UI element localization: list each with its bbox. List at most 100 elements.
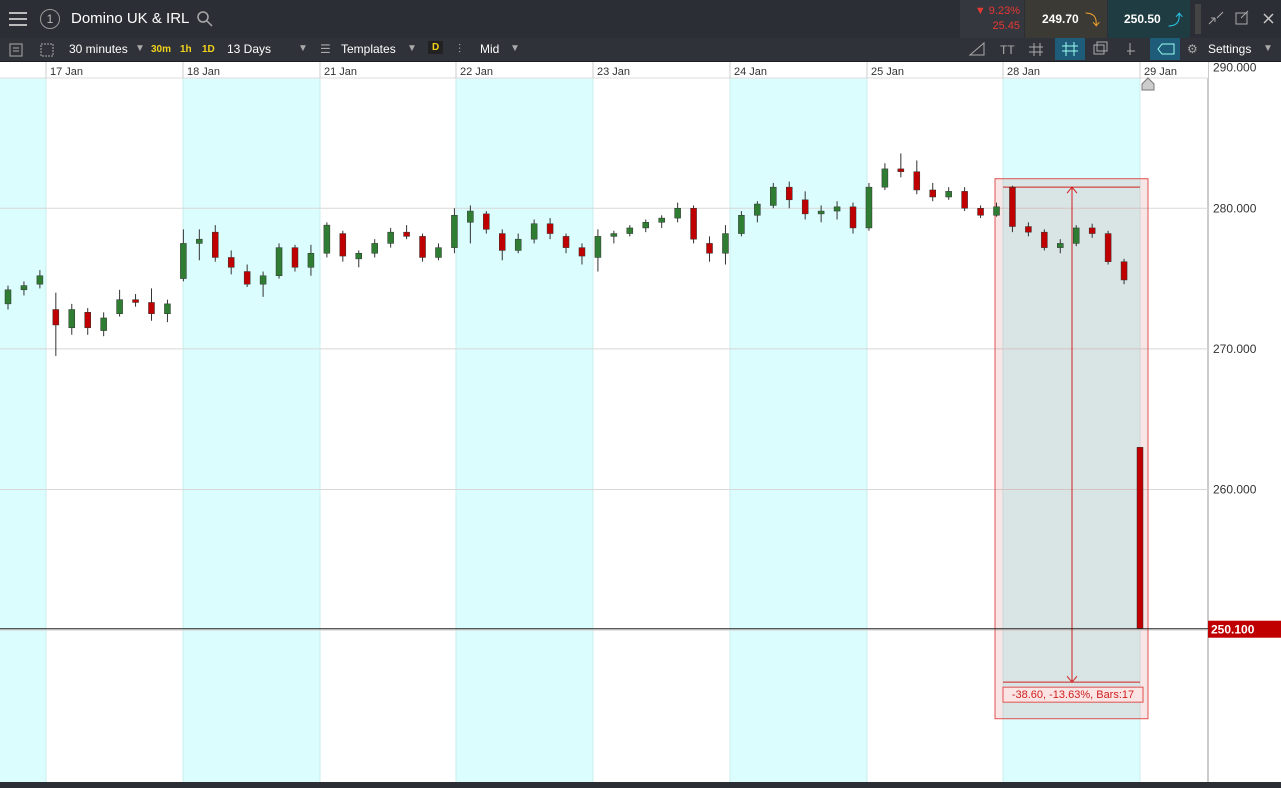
templates-icon: ☰	[320, 42, 331, 56]
candle-body	[307, 253, 315, 268]
dropdown-arrow[interactable]: ▼	[407, 43, 417, 54]
candle-body	[212, 231, 219, 258]
candle-body	[1136, 447, 1144, 629]
y-tick-label: 270.000	[1213, 342, 1257, 356]
templates[interactable]: Templates	[341, 42, 396, 56]
candle-body	[961, 191, 968, 209]
candle-body	[817, 210, 825, 215]
dropdown-arrow[interactable]: ▼	[1263, 43, 1273, 54]
buy-box[interactable]: 250.50 ⤴	[1108, 0, 1190, 38]
candle-body	[626, 227, 634, 234]
candle-body	[435, 247, 442, 258]
quick-interval[interactable]: 1D	[202, 44, 215, 55]
candle-body	[945, 191, 952, 198]
price-type[interactable]: Mid	[480, 42, 500, 56]
scroll-marker	[1141, 77, 1155, 91]
sell-box[interactable]: 249.70 ⤵	[1025, 0, 1107, 38]
candle-body	[1088, 227, 1096, 234]
sell-arrow: ⤵	[1085, 12, 1101, 29]
candle-body	[68, 309, 76, 329]
candle-body	[706, 243, 713, 254]
candle-body	[610, 233, 618, 237]
candle-body	[1072, 227, 1080, 244]
search-icon[interactable]	[197, 11, 213, 27]
interval[interactable]: 30 minutes	[69, 42, 128, 56]
sell-price: 249.70	[1042, 12, 1079, 26]
toolbar: 30 minutes ▼ 30m 1h 1D 13 Days ▼ ☰ Templ…	[0, 38, 1281, 62]
menu-icon[interactable]	[9, 11, 27, 27]
drawing-tools[interactable]: TT	[962, 38, 1182, 60]
candle-body	[132, 299, 139, 303]
last-price-box	[1208, 620, 1281, 638]
candle-body	[881, 168, 889, 188]
candle-body	[20, 285, 28, 291]
candle-body	[1120, 261, 1128, 281]
y-tick-label: 280.000	[1213, 201, 1257, 215]
chart: 250.000260.000270.000280.000290.000-38.6…	[0, 62, 1281, 788]
candle-body	[562, 236, 570, 248]
window-icons[interactable]	[1195, 0, 1281, 38]
candle-body	[865, 186, 873, 229]
range[interactable]: 13 Days	[227, 42, 272, 56]
candle-body	[913, 171, 921, 191]
settings[interactable]: Settings	[1208, 42, 1252, 56]
down-arrow: ▼	[974, 5, 989, 17]
candle-body	[36, 275, 44, 285]
day-band	[730, 78, 867, 782]
link-badge[interactable]: 1	[40, 9, 60, 29]
date-row	[0, 62, 1208, 78]
date-label: 24 Jan	[734, 66, 767, 78]
settings-icon[interactable]: ⚙	[1187, 42, 1198, 56]
candle-body	[754, 203, 761, 216]
buy-price: 250.50	[1124, 12, 1161, 26]
change-box: ▼ 9.23% 25.45	[960, 0, 1024, 38]
candle-body	[451, 215, 458, 248]
quick-interval[interactable]: 30m	[151, 44, 172, 55]
date-label: 23 Jan	[597, 66, 630, 78]
candle-body	[1104, 233, 1112, 262]
candle-body	[355, 253, 363, 260]
candle-body	[1009, 186, 1016, 227]
instrument-name[interactable]: Domino UK & IRL	[71, 10, 190, 27]
candle-body	[578, 247, 586, 257]
date-label: 21 Jan	[324, 66, 357, 78]
candle-body	[993, 206, 1000, 216]
candle-body	[546, 223, 554, 234]
day-band	[183, 78, 320, 782]
y-tick-label: 260.000	[1213, 483, 1257, 497]
y-tick-label: 290.000	[1213, 62, 1257, 75]
candle-body	[690, 208, 697, 240]
dropdown-arrow[interactable]: ▼	[135, 43, 145, 54]
price-type-icon: ⫶	[458, 42, 462, 56]
last-price-label: 250.100	[1211, 623, 1255, 637]
dropdown-arrow[interactable]: ▼	[298, 43, 308, 54]
candle-body	[164, 303, 171, 314]
candle-body	[722, 233, 729, 254]
candle-body	[1025, 226, 1032, 233]
candle-body	[371, 243, 378, 254]
dropdown-arrow[interactable]: ▼	[510, 43, 520, 54]
candle-body	[977, 208, 984, 216]
change-abs: 25.45	[992, 20, 1020, 32]
candle-body	[4, 289, 12, 305]
date-label: 25 Jan	[871, 66, 904, 78]
date-label: 28 Jan	[1007, 66, 1040, 78]
day-band	[456, 78, 593, 782]
quick-interval[interactable]: 1h	[180, 44, 192, 55]
candle-body	[483, 213, 490, 230]
candle-body	[801, 199, 809, 215]
candle-body	[738, 215, 745, 234]
candle-body	[100, 317, 107, 331]
candle-body	[339, 233, 347, 257]
day-band	[0, 78, 46, 782]
candle-body	[387, 231, 394, 244]
candle-body	[467, 210, 474, 223]
candle-body	[1041, 231, 1048, 248]
d-badge[interactable]: D	[428, 41, 444, 54]
candle-body	[770, 186, 777, 206]
candle-body	[243, 271, 251, 285]
candle-body	[785, 186, 793, 201]
layout-icons[interactable]	[9, 42, 59, 58]
candle-body	[530, 223, 538, 240]
